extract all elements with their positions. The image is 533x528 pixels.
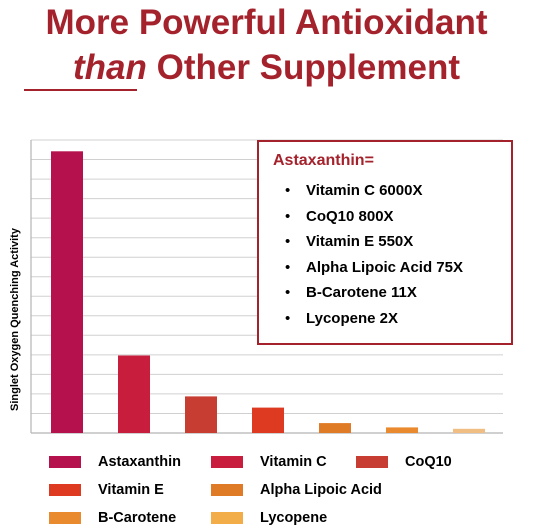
legend-swatch [49,484,81,496]
annotation-item: CoQ10 800X [285,208,463,234]
legend-item: Astaxanthin [49,453,181,471]
annotation-item: Lycopene 2X [285,310,463,336]
title-underline [24,89,137,91]
legend-label: Alpha Lipoic Acid [260,482,382,498]
legend-swatch [211,456,243,468]
title-line-2-rest: Other Supplement [146,48,460,87]
legend-item: Alpha Lipoic Acid [211,481,382,499]
bar-alpha-lipoic-acid [319,423,351,433]
legend-item: Lycopene [211,509,327,527]
bar-vitamin-e [252,407,284,433]
bar-vitamin-c [118,355,150,433]
annotation-item: Vitamin C 6000X [285,182,463,208]
bar-astaxanthin [51,151,83,434]
bar-b-carotene [386,427,418,433]
annotation-box: Astaxanthin= Vitamin C 6000X CoQ10 800X … [257,140,513,345]
annotation-title: Astaxanthin= [273,152,374,169]
bar-lycopene [453,428,485,433]
legend-item: CoQ10 [356,453,452,471]
y-axis-label: Singlet Oxygen Quenching Activity [9,228,21,411]
legend-label: CoQ10 [405,454,452,470]
legend-swatch [49,512,81,524]
legend-label: B-Carotene [98,510,177,526]
title-line-1: More Powerful Antioxidant [45,3,488,42]
title-emphasis: than [73,48,147,87]
title-line-2: than Other Supplement [0,50,533,85]
legend-label: Vitamin C [260,454,327,470]
legend-label: Astaxanthin [98,454,181,470]
legend-label: Lycopene [260,510,328,526]
legend-swatch [211,484,243,496]
bar-coq10 [185,396,217,433]
legend-item: Vitamin E [49,481,164,499]
annotation-item: Alpha Lipoic Acid 75X [285,259,463,285]
legend-label: Vitamin E [98,482,164,498]
legend-item: Vitamin C [211,453,327,471]
annotation-list: Vitamin C 6000X CoQ10 800X Vitamin E 550… [285,182,463,335]
annotation-item: B-Carotene 11X [285,284,463,310]
legend-swatch [49,456,81,468]
legend-item: B-Carotene [49,509,176,527]
annotation-item: Vitamin E 550X [285,233,463,259]
legend-swatch [356,456,388,468]
legend-swatch [211,512,243,524]
